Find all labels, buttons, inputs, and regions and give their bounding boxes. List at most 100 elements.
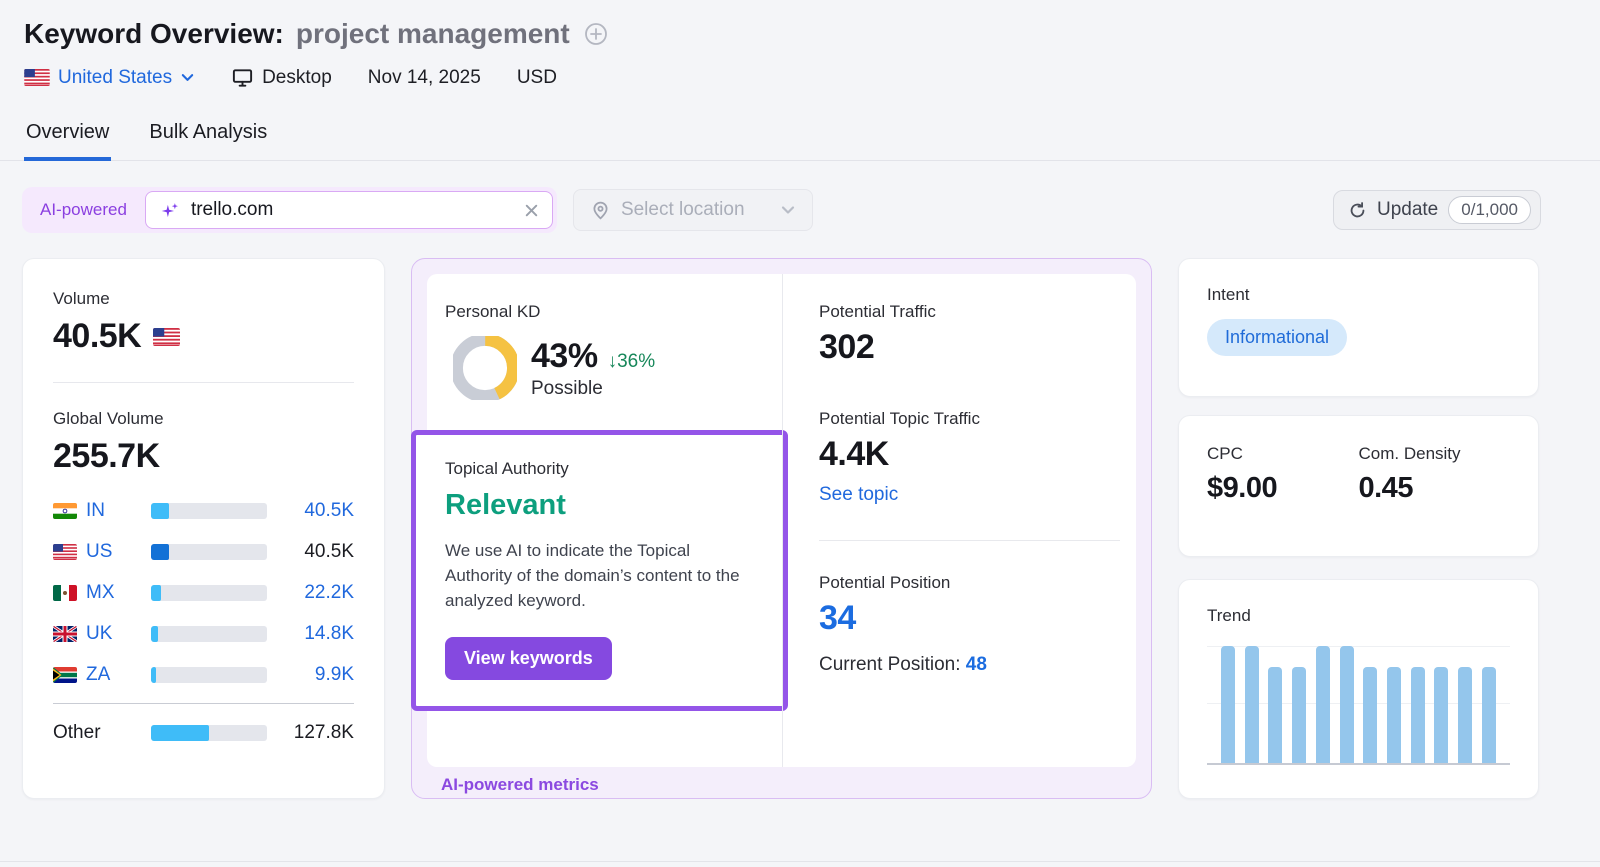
- chevron-down-icon: [781, 206, 795, 214]
- tab-bulk-analysis[interactable]: Bulk Analysis: [149, 121, 268, 143]
- intent-card: Intent Informational: [1178, 258, 1539, 397]
- country-row-uk: UK 14.8K: [53, 613, 354, 654]
- gridline: [1207, 703, 1510, 705]
- country-share-bar: [151, 724, 267, 741]
- topical-authority-status: Relevant: [445, 489, 566, 521]
- ai-powered-metrics-label: AI-powered metrics: [441, 775, 599, 794]
- current-position: Current Position: 48: [819, 654, 987, 675]
- trend-bar: [1339, 646, 1354, 763]
- intent-label: Intent: [1207, 285, 1250, 304]
- right-column: Intent Informational CPC $9.00 Com. Dens…: [1178, 258, 1539, 799]
- sparkles-icon: [161, 202, 178, 217]
- divider: [819, 540, 1120, 541]
- trend-chart: [1207, 646, 1510, 765]
- view-keywords-button[interactable]: View keywords: [445, 637, 612, 681]
- ai-metrics-card: Personal KD 43% ↓36% Possible: [411, 274, 1136, 767]
- update-button[interactable]: Update 0/1,000: [1332, 190, 1541, 230]
- country-code-link[interactable]: ZA: [86, 663, 111, 685]
- toolbar: AI-powered Select location Update 0/1,00…: [22, 187, 1541, 233]
- update-button-label: Update: [1376, 199, 1439, 220]
- country-row-other: Other 127.8K: [53, 712, 354, 753]
- volume-card: Volume 40.5K Global Volume 255.7K IN 40.…: [22, 258, 385, 799]
- south-africa-flag-icon: [53, 666, 77, 683]
- topical-authority-box: Topical Authority Relevant We use AI to …: [411, 430, 788, 712]
- date-indicator: Nov 14, 2025: [367, 66, 481, 88]
- potential-topic-traffic-label: Potential Topic Traffic: [819, 409, 980, 428]
- trend-bars: [1221, 646, 1496, 763]
- trend-bar: [1315, 646, 1330, 763]
- device-label: Desktop: [262, 66, 332, 88]
- trend-card: Trend: [1178, 579, 1539, 799]
- page-title: Keyword Overview:: [24, 18, 284, 49]
- header: Keyword Overview: project management Uni…: [0, 0, 1600, 89]
- trend-bar: [1363, 667, 1378, 763]
- country-row-za: ZA 9.9K: [53, 654, 354, 695]
- refresh-icon: [1350, 201, 1365, 217]
- country-selector-label: United States: [58, 66, 173, 88]
- page-title-keyword: project management: [295, 18, 570, 49]
- country-row-mx: MX 22.2K: [53, 572, 354, 613]
- add-keyword-icon[interactable]: [584, 22, 608, 46]
- cpc-card: CPC $9.00 Com. Density 0.45: [1178, 415, 1539, 557]
- trend-bar: [1410, 667, 1425, 763]
- clear-input-icon[interactable]: [523, 202, 540, 219]
- other-label: Other: [53, 721, 101, 743]
- potential-position-value: 34: [819, 599, 856, 637]
- country-volume-link[interactable]: 40.5K: [304, 499, 354, 521]
- ai-powered-input-group: AI-powered: [22, 187, 557, 233]
- country-volume-link[interactable]: 9.9K: [314, 663, 354, 685]
- country-volume-link[interactable]: 14.8K: [304, 622, 354, 644]
- india-flag-icon: [53, 502, 77, 519]
- location-pin-icon: [593, 201, 608, 220]
- trend-bar: [1434, 667, 1449, 763]
- country-selector[interactable]: United States: [24, 67, 195, 89]
- volume-label: Volume: [53, 289, 110, 308]
- country-row-us: US 40.5K: [53, 531, 354, 572]
- volume-value: 40.5K: [53, 317, 142, 355]
- tabs-bar: Overview Bulk Analysis: [0, 113, 1600, 161]
- country-share-bar: [151, 543, 267, 560]
- tab-overview[interactable]: Overview: [24, 113, 112, 161]
- mexico-flag-icon: [53, 584, 77, 601]
- chevron-down-icon: [181, 74, 194, 81]
- see-topic-link[interactable]: See topic: [819, 484, 899, 505]
- kd-donut-chart: [453, 336, 517, 400]
- intent-badge: Informational: [1207, 319, 1348, 356]
- trend-label: Trend: [1207, 606, 1251, 625]
- location-selector[interactable]: Select location: [572, 189, 813, 231]
- country-share-bar: [151, 502, 267, 519]
- trend-bar: [1387, 667, 1402, 763]
- us-flag-icon: [53, 543, 77, 560]
- content: Volume 40.5K Global Volume 255.7K IN 40.…: [22, 258, 1541, 799]
- us-flag-icon: [153, 327, 181, 346]
- trend-bar: [1244, 646, 1259, 763]
- device-indicator: Desktop: [231, 66, 332, 89]
- topical-authority-label: Topical Authority: [445, 459, 569, 478]
- personal-kd-label: Personal KD: [445, 302, 541, 321]
- domain-input-box[interactable]: [144, 191, 553, 229]
- other-volume-value: 127.8K: [293, 721, 354, 743]
- trend-bar: [1481, 667, 1496, 763]
- country-code-link[interactable]: UK: [86, 622, 113, 644]
- current-position-value: 48: [965, 654, 987, 675]
- domain-input[interactable]: [190, 199, 513, 221]
- us-flag-icon: [24, 69, 50, 86]
- country-code-link[interactable]: MX: [86, 581, 115, 603]
- cpc-label: CPC: [1207, 444, 1243, 463]
- country-code-link[interactable]: US: [86, 540, 113, 562]
- divider: [53, 382, 354, 383]
- location-placeholder: Select location: [620, 199, 745, 220]
- com-density-value: 0.45: [1358, 472, 1414, 504]
- country-code-link[interactable]: IN: [86, 499, 105, 521]
- currency-indicator: USD: [516, 66, 557, 88]
- cpc-value: $9.00: [1207, 472, 1278, 504]
- global-volume-value: 255.7K: [53, 437, 160, 475]
- country-share-bar: [151, 584, 267, 601]
- country-volume-link[interactable]: 22.2K: [304, 581, 354, 603]
- gridline: [1207, 646, 1510, 647]
- country-row-in: IN 40.5K: [53, 490, 354, 531]
- update-counter-badge: 0/1,000: [1448, 196, 1531, 224]
- global-volume-label: Global Volume: [53, 409, 164, 428]
- trend-bar: [1458, 667, 1473, 763]
